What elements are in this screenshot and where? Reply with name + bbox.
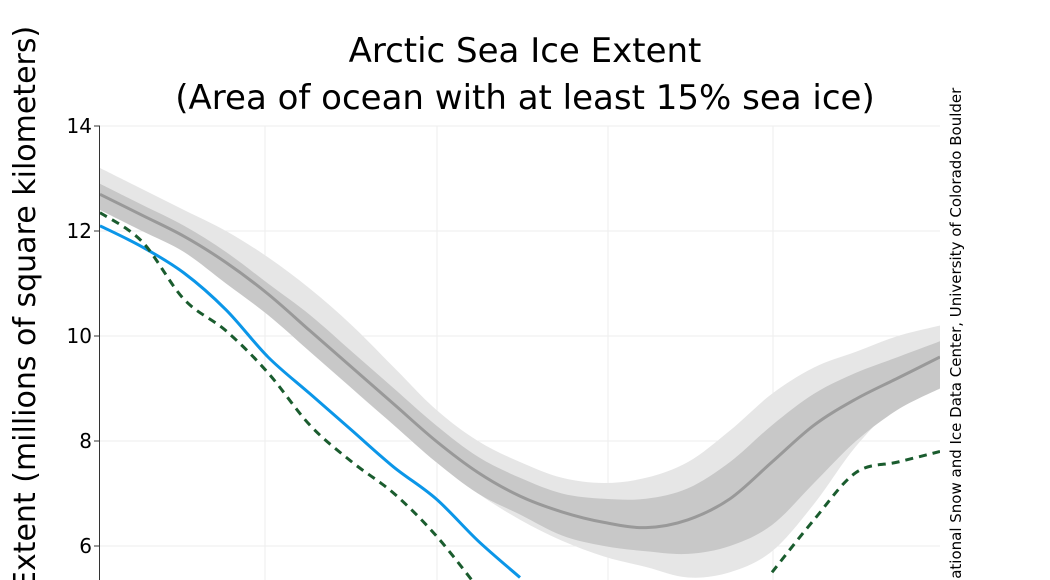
interdecile-range-band [100, 168, 940, 578]
y-tick-label: 10 [67, 324, 92, 348]
y-axis-label: Extent (millions of square kilometers) [8, 26, 43, 580]
comparison-year-line [770, 450, 940, 574]
current-year-line [100, 224, 521, 579]
y-tick-label: 12 [67, 219, 92, 243]
y-tick-label: 8 [79, 429, 92, 453]
chart-subtitle: (Area of ocean with at least 15% sea ice… [175, 78, 874, 118]
y-tick-label: 14 [67, 114, 92, 138]
plot-area [100, 168, 940, 580]
median-line [100, 192, 940, 530]
y-ticks: 6 8 10 12 14 [67, 114, 100, 558]
interquartile-range-band [100, 183, 940, 555]
y-tick-label: 6 [79, 534, 92, 558]
credit-text: National Snow and Ice Data Center, Unive… [947, 87, 965, 580]
comparison-year-line [100, 211, 474, 580]
chart-title: Arctic Sea Ice Extent [349, 31, 702, 71]
